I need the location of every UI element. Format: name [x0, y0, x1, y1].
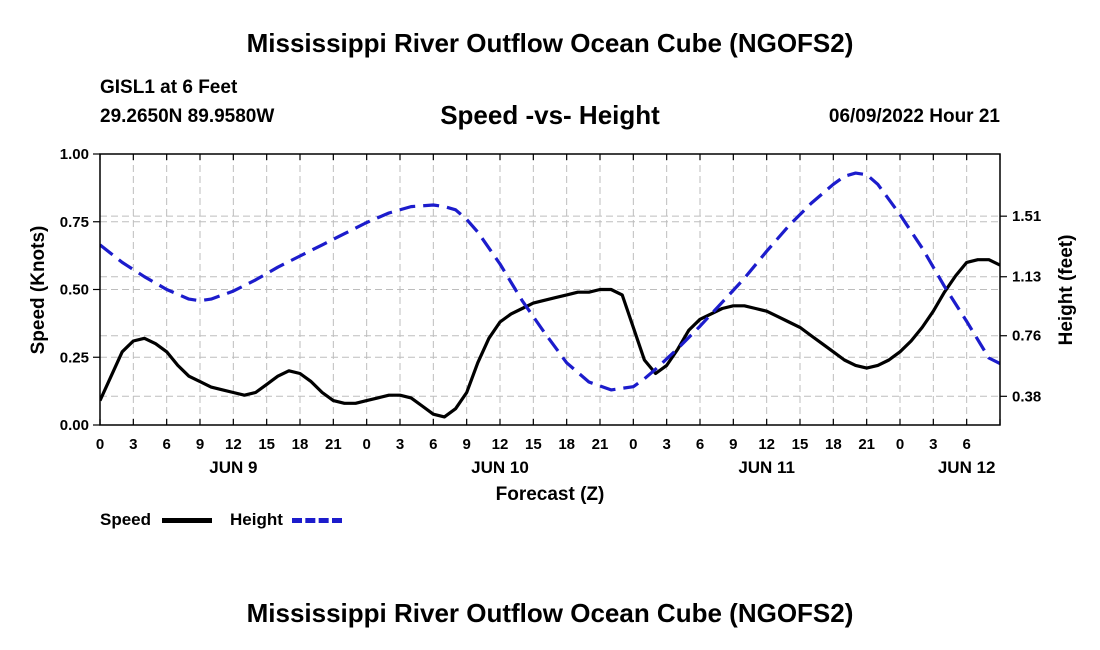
axis-layer: 0 3 6 9 12 15 18 21 0 3 6 9 12 15 18 21 0 3 6 9 12 15 18 21 0 3 6 J…: [60, 146, 1041, 477]
x-tick-label: 0: [362, 436, 370, 453]
x-tick-label: 0: [96, 436, 104, 453]
x-date-label: JUN 12: [938, 458, 996, 477]
y-tick-label: 0.75: [60, 214, 89, 231]
station-name: GISL1 at 6 Feet: [100, 77, 238, 98]
x-tick-label: 21: [592, 436, 609, 453]
x-tick-label: 21: [858, 436, 875, 453]
x-tick-label: 15: [525, 436, 542, 453]
series-layer: [100, 171, 1000, 419]
y2-tick-label: 1.13: [1012, 269, 1041, 286]
x-tick-label: 15: [258, 436, 275, 453]
legend-height-swatch: [292, 518, 342, 523]
y2-tick-label: 0.76: [1012, 328, 1041, 345]
page-title: Mississippi River Outflow Ocean Cube (NG…: [246, 28, 854, 58]
x-tick-label: 9: [196, 436, 204, 453]
x-tick-label: 12: [758, 436, 775, 453]
x-tick-label: 3: [662, 436, 670, 453]
x-tick-label: 12: [225, 436, 242, 453]
station-coords: 29.2650N 89.9580W: [100, 106, 275, 127]
x-tick-label: 12: [492, 436, 509, 453]
x-tick-label: 9: [462, 436, 470, 453]
x-date-label: JUN 10: [471, 458, 529, 477]
y-tick-label: 0.25: [60, 349, 89, 366]
y2-tick-label: 0.38: [1012, 388, 1041, 405]
x-tick-label: 3: [396, 436, 404, 453]
x-tick-label: 18: [292, 436, 309, 453]
x-tick-label: 21: [325, 436, 342, 453]
x-tick-label: 3: [929, 436, 937, 453]
x-tick-label: 6: [696, 436, 704, 453]
x-date-label: JUN 9: [209, 458, 257, 477]
y2-axis-label: Height (feet): [1056, 235, 1077, 346]
x-tick-label: 0: [896, 436, 904, 453]
x-tick-label: 6: [429, 436, 437, 453]
x-tick-label: 3: [129, 436, 137, 453]
y-tick-label: 1.00: [60, 146, 89, 163]
x-tick-label: 6: [162, 436, 170, 453]
legend-speed-label: Speed: [100, 510, 152, 529]
series-line-height: [100, 171, 1000, 392]
legend-height-label: Height: [230, 510, 283, 529]
chart-title: Speed -vs- Height: [440, 100, 660, 130]
forecast-timestamp: 06/09/2022 Hour 21: [828, 106, 1000, 127]
series-line-speed: [100, 258, 1000, 419]
x-date-label: JUN 11: [738, 458, 795, 477]
x-tick-label: 9: [729, 436, 737, 453]
y2-tick-label: 1.51: [1012, 208, 1041, 225]
chart: 0 3 6 9 12 15 18 21 0 3 6 9 12 15 18 21 0 3 6 9 12 15 18 21 0 3 6 J…: [28, 146, 1077, 505]
legend-speed-swatch: [162, 518, 212, 523]
y-tick-label: 0.50: [60, 282, 89, 299]
x-axis-label: Forecast (Z): [496, 484, 605, 505]
y-axis-label: Speed (Knots): [28, 226, 49, 355]
bottom-title: Mississippi River Outflow Ocean Cube (NG…: [246, 598, 854, 628]
x-tick-label: 0: [629, 436, 637, 453]
x-tick-label: 18: [825, 436, 842, 453]
x-tick-label: 6: [962, 436, 970, 453]
x-tick-label: 18: [558, 436, 575, 453]
x-tick-label: 15: [792, 436, 809, 453]
y-tick-label: 0.00: [60, 417, 89, 434]
